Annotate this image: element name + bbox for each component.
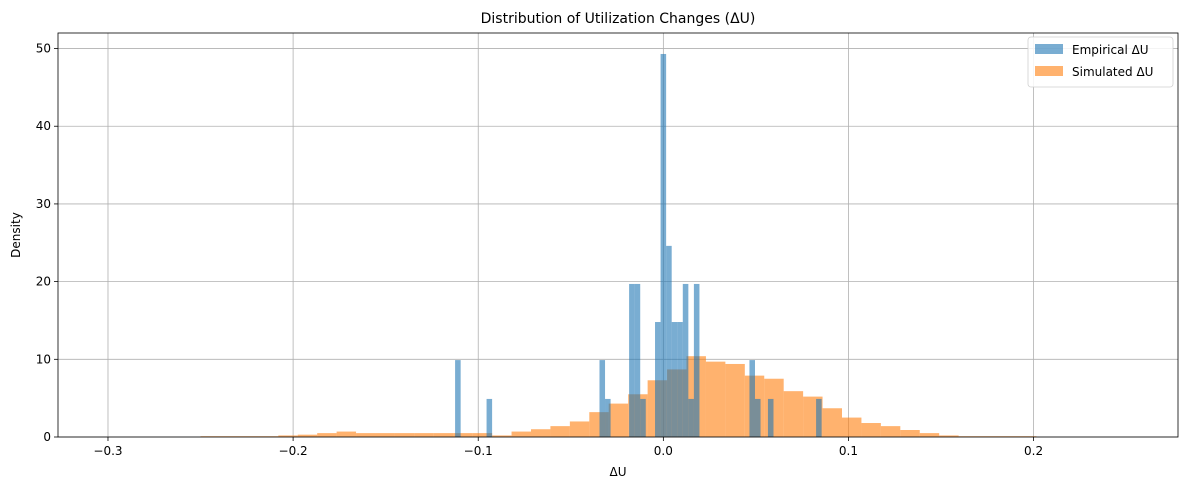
empirical-bar — [599, 360, 606, 437]
legend-swatch-empirical — [1035, 44, 1063, 54]
y-tick-label: 40 — [36, 119, 51, 133]
legend-label-simulated: Simulated ΔU — [1072, 65, 1153, 79]
empirical-bar — [640, 398, 646, 437]
simulated-bar — [433, 433, 454, 437]
empirical-bar — [486, 398, 493, 437]
simulated-bar — [919, 433, 940, 437]
simulated-bar — [317, 433, 337, 437]
simulated-bar — [550, 426, 570, 437]
empirical-bar — [754, 398, 761, 437]
empirical-bar — [693, 283, 700, 437]
x-tick-label: 0.1 — [839, 444, 858, 458]
y-axis-ticks: 0 10 20 30 40 50 — [36, 42, 58, 444]
simulated-bar — [783, 391, 804, 437]
empirical-bar — [749, 360, 755, 437]
empirical-bar — [455, 360, 461, 437]
simulated-bar — [880, 426, 901, 437]
empirical-bar — [666, 245, 672, 437]
simulated-bar — [472, 433, 493, 437]
empirical-bar — [660, 53, 667, 437]
simulated-bar — [356, 433, 376, 437]
legend: Empirical ΔU Simulated ΔU — [1027, 36, 1174, 88]
legend-box — [1027, 36, 1174, 88]
simulated-bar — [861, 423, 881, 437]
empirical-bar — [655, 322, 661, 437]
simulated-bar — [608, 403, 629, 437]
empirical-bar — [634, 283, 641, 437]
y-tick-label: 30 — [36, 197, 51, 211]
x-tick-label: −0.3 — [93, 444, 122, 458]
x-tick-label: −0.1 — [464, 444, 493, 458]
x-axis-ticks: −0.3 −0.2 −0.1 0.0 0.1 0.2 — [93, 437, 1043, 458]
simulated-bar — [822, 408, 842, 437]
simulated-bar — [842, 417, 862, 437]
empirical-bar — [816, 398, 822, 437]
simulated-bar — [492, 435, 512, 437]
x-tick-label: 0.0 — [654, 444, 673, 458]
empirical-bar — [682, 283, 689, 437]
empirical-bar — [688, 398, 694, 437]
empirical-bar — [629, 283, 635, 437]
simulated-bar — [939, 435, 959, 437]
x-tick-label: 0.2 — [1024, 444, 1043, 458]
simulated-bar — [569, 421, 590, 437]
plot-frame — [57, 32, 1179, 438]
simulated-bar — [453, 433, 473, 437]
empirical-bar — [677, 322, 683, 437]
simulated-bar — [764, 378, 784, 437]
y-axis-label: Density — [9, 212, 23, 258]
simulated-bar — [705, 361, 726, 437]
empirical-bar — [671, 322, 678, 437]
simulated-bar — [278, 435, 298, 437]
bars-layer — [200, 53, 1037, 437]
chart-title: Distribution of Utilization Changes (ΔU) — [481, 11, 756, 27]
legend-label-empirical: Empirical ΔU — [1072, 43, 1149, 57]
y-tick-label: 0 — [43, 430, 51, 444]
simulated-bar — [414, 433, 434, 437]
simulated-bar — [725, 363, 745, 437]
simulated-bar — [530, 429, 551, 437]
simulated-bar — [511, 431, 531, 437]
y-tick-label: 10 — [36, 352, 51, 366]
y-tick-label: 50 — [36, 42, 51, 56]
x-axis-label: ΔU — [610, 465, 627, 479]
simulated-bar — [394, 433, 415, 437]
simulated-bar — [375, 433, 395, 437]
simulated-bar — [297, 434, 318, 437]
empirical-bar — [767, 398, 774, 437]
legend-swatch-simulated — [1035, 66, 1063, 76]
y-tick-label: 20 — [36, 275, 51, 289]
grid-layer — [58, 33, 1178, 438]
simulated-bar — [336, 431, 357, 437]
x-tick-label: −0.2 — [279, 444, 308, 458]
simulated-bar — [900, 430, 920, 437]
empirical-bar — [605, 398, 611, 437]
